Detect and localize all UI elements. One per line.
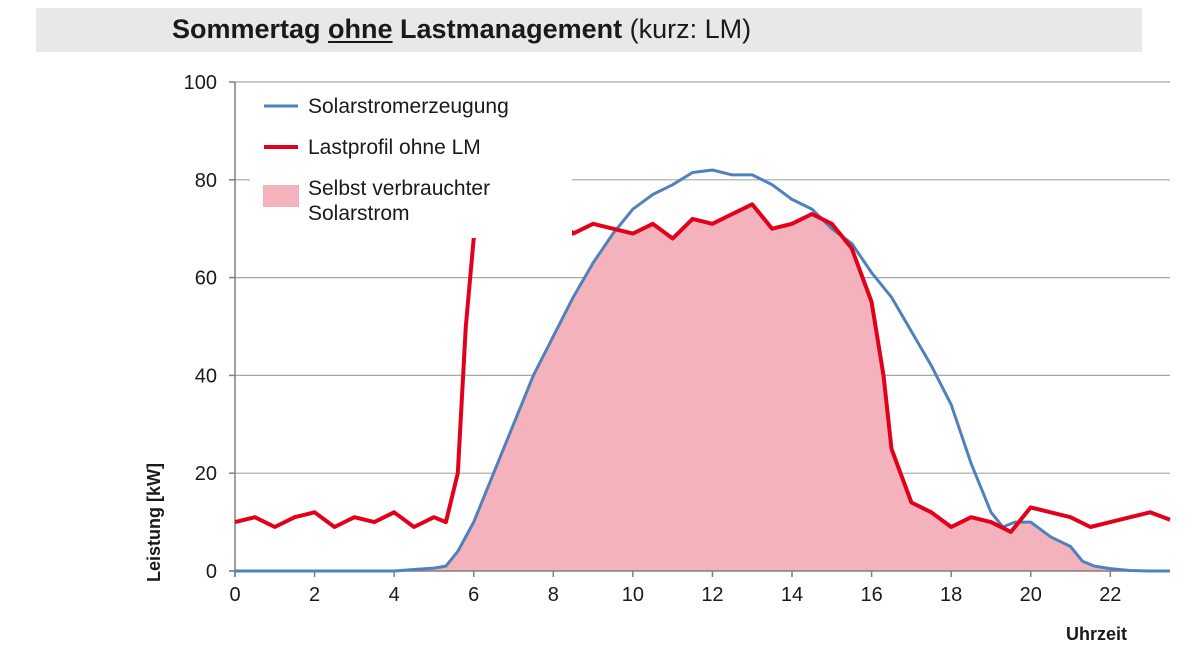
y-tick-label-80: 80 (195, 170, 217, 192)
y-tick-label-60: 60 (195, 268, 217, 290)
legend: Solarstromerzeugung Lastprofil ohne LM S… (250, 88, 572, 238)
x-tick-label-12: 12 (701, 584, 723, 606)
legend-fill-swatch (263, 185, 299, 207)
tick-labels: 0 20 40 60 80 100 0 2 4 6 8 10 12 14 16 18 20 22 (184, 72, 1122, 606)
x-tick-label-10: 10 (622, 584, 644, 606)
x-tick-label-8: 8 (548, 584, 559, 606)
y-tick-label-100: 100 (184, 72, 217, 94)
legend-background (250, 88, 572, 238)
y-axis-label: Leistung [kW] (144, 463, 164, 582)
y-tick-label-20: 20 (195, 463, 217, 485)
solar-generation-line (235, 168, 1170, 573)
x-tick-label-20: 20 (1020, 584, 1042, 606)
x-tick-label-22: 22 (1099, 584, 1121, 606)
legend-fill-label-line1: Selbst verbrauchter (308, 177, 490, 200)
x-tick-label-6: 6 (468, 584, 479, 606)
x-tick-label-14: 14 (781, 584, 803, 606)
title-part-2-underlined: ohne (328, 14, 393, 44)
title-part-1: Sommertag (172, 14, 329, 44)
load-profile-line (234, 202, 1171, 534)
x-tick-label-0: 0 (229, 584, 240, 606)
title-part-3: Lastmanagement (392, 14, 623, 44)
chart-title: Sommertag ohne Lastmanagement (kurz: LM) (172, 14, 751, 45)
self-consumption-area (235, 204, 1170, 572)
x-tick-label-18: 18 (940, 584, 962, 606)
title-bar (36, 8, 1142, 52)
x-axis-label: Uhrzeit (1066, 624, 1127, 644)
y-tick-label-0: 0 (206, 561, 217, 583)
title-part-4: (kurz: LM) (622, 14, 752, 44)
y-tick-label-40: 40 (195, 365, 217, 387)
x-tick-label-4: 4 (389, 584, 400, 606)
x-tick-label-16: 16 (860, 584, 882, 606)
legend-solar-label: Solarstromerzeugung (308, 95, 509, 118)
legend-fill-label-line2: Solarstrom (308, 202, 410, 225)
x-tick-label-2: 2 (309, 584, 320, 606)
legend-load-label: Lastprofil ohne LM (308, 136, 481, 159)
